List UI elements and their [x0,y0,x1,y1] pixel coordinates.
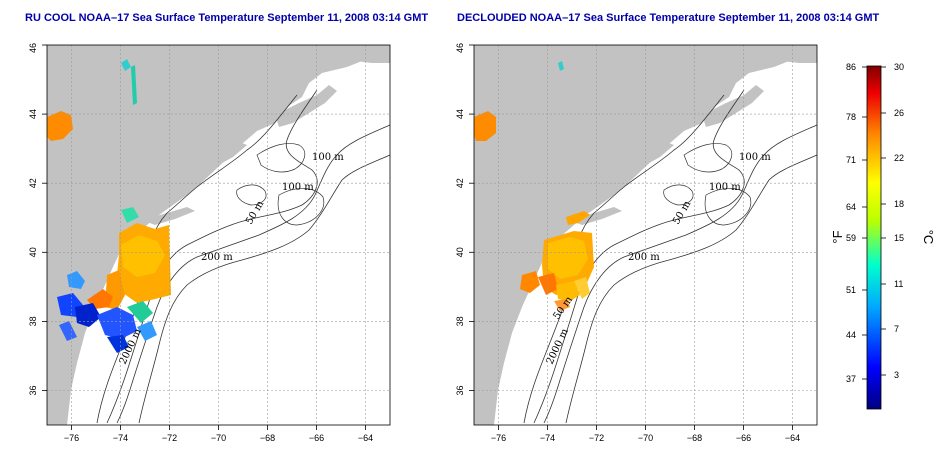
colorbar-ticks [862,66,886,380]
fahrenheit-tick-label: 37 [846,374,856,384]
fahrenheit-tick-label: 71 [846,155,856,165]
lat-tick-label: 44 [28,109,38,119]
lat-tick-label: 36 [28,385,38,395]
left-sst-field [47,59,171,353]
celsius-tick-label: 3 [894,370,899,380]
lon-tick-label: −72 [162,433,177,443]
colorbar-fahrenheit-labels: 86 78 71 64 59 51 44 37 [846,62,856,384]
lat-tick-label: 46 [28,43,38,53]
lon-tick-label: −68 [687,433,702,443]
right-lon-labels: −76 −74 −72 −70 −68 −66 −64 [491,433,800,443]
lon-tick-label: −74 [540,433,555,443]
left-contour-label-100m-a: 100 m [312,152,344,163]
lon-tick-label: −70 [638,433,653,443]
left-contour-label-200m: 200 m [201,252,233,263]
lon-tick-label: −76 [491,433,506,443]
lon-tick-label: −76 [64,433,79,443]
left-contour-label-100m-b: 100 m [282,182,314,193]
fahrenheit-tick-label: 51 [846,285,856,295]
celsius-tick-label: 26 [894,108,904,118]
lat-tick-label: 38 [28,316,38,326]
left-grid [47,45,390,425]
lon-tick-label: −64 [785,433,800,443]
celsius-tick-label: 18 [894,199,904,209]
right-contour-label-100m-b: 100 m [709,182,741,193]
celsius-tick-label: 30 [894,62,904,72]
lon-tick-label: −66 [309,433,324,443]
celsius-tick-label: 15 [894,233,904,243]
celsius-tick-label: 22 [894,153,904,163]
right-contour-label-100m-a: 100 m [739,152,771,163]
lat-tick-label: 40 [455,247,465,257]
right-panel-title: DECLOUDED NOAA–17 Sea Surface Temperatur… [457,12,880,24]
celsius-tick-label: 11 [894,279,903,289]
right-sst-field [474,61,594,311]
colorbar-gradient [866,65,882,410]
lon-tick-label: −72 [589,433,604,443]
left-lon-labels: −76 −74 −72 −70 −68 −66 −64 [64,433,373,443]
lat-tick-label: 36 [455,385,465,395]
left-map-panel: 100 m 100 m 50 m 200 m 2000 m [46,44,391,426]
fahrenheit-tick-label: 59 [846,233,856,243]
colorbar: 86 78 71 64 59 51 44 37 30 26 22 18 15 1… [830,62,936,410]
lon-tick-label: −68 [260,433,275,443]
lon-tick-label: −74 [113,433,128,443]
left-panel-title: RU COOL NOAA–17 Sea Surface Temperature … [25,12,429,24]
left-lat-labels: 36 38 40 42 44 46 [28,43,38,396]
right-grid [474,45,817,425]
celsius-unit-label: °C [921,230,936,245]
right-contour-label-200m: 200 m [628,252,660,263]
fahrenheit-tick-label: 86 [846,62,856,72]
left-axis-ticks [42,44,366,430]
lat-tick-label: 42 [455,178,465,188]
lon-tick-label: −70 [211,433,226,443]
fahrenheit-tick-label: 78 [846,112,856,122]
right-axis-ticks [469,44,793,430]
lat-tick-label: 42 [28,178,38,188]
lon-tick-label: −64 [358,433,373,443]
celsius-tick-label: 7 [894,324,899,334]
fahrenheit-unit-label: °F [830,230,845,243]
right-map-panel: 100 m 100 m 50 m 200 m 2000 m 50 m [473,44,818,426]
colorbar-celsius-labels: 30 26 22 18 15 11 7 3 [894,62,904,380]
lat-tick-label: 46 [455,43,465,53]
lat-tick-label: 38 [455,316,465,326]
fahrenheit-tick-label: 44 [846,330,856,340]
lat-tick-label: 40 [28,247,38,257]
right-lat-labels: 36 38 40 42 44 46 [455,43,465,396]
lon-tick-label: −66 [736,433,751,443]
lat-tick-label: 44 [455,109,465,119]
fahrenheit-tick-label: 64 [846,202,856,212]
